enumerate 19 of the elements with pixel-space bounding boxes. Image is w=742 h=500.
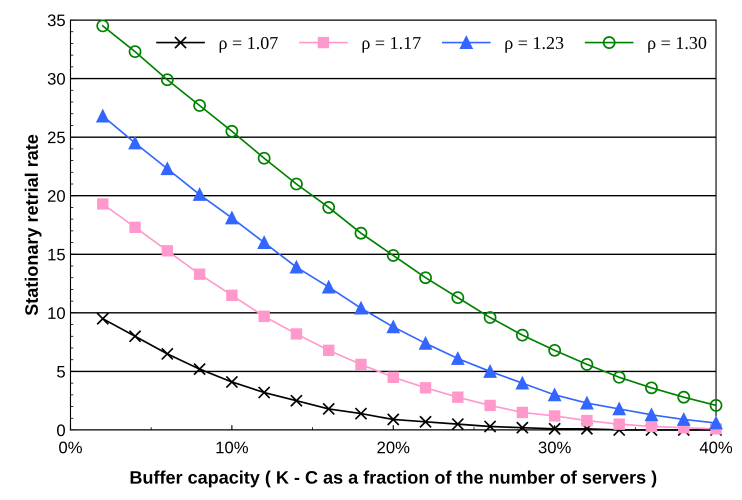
x-tick-label: 40%	[700, 442, 732, 454]
y-tick-label: 10	[48, 307, 65, 320]
y-axis-title: Stationary retrial rate	[24, 134, 42, 316]
x-tick-label: 30%	[538, 442, 571, 454]
legend-label: ρ = 1.23	[505, 36, 564, 53]
y-tick-label: 30	[48, 72, 65, 85]
x-axis-title: Buffer capacity ( K - C as a fraction of the number of servers )	[130, 470, 656, 488]
x-tick-label: 20%	[377, 442, 410, 454]
legend-label: ρ = 1.07	[220, 36, 278, 53]
y-tick-label: 25	[48, 132, 65, 144]
legend-label: ρ = 1.17	[362, 36, 421, 53]
legend-label: ρ = 1.30	[648, 36, 706, 53]
y-tick-label: 15	[48, 248, 65, 260]
x-tick-label: 10%	[216, 442, 248, 454]
y-tick-label: 0	[57, 424, 65, 436]
x-tick-label: 0%	[59, 442, 82, 454]
y-tick-label: 20	[48, 190, 65, 202]
y-tick-label: 35	[48, 14, 65, 26]
y-tick-label: 5	[57, 366, 65, 378]
